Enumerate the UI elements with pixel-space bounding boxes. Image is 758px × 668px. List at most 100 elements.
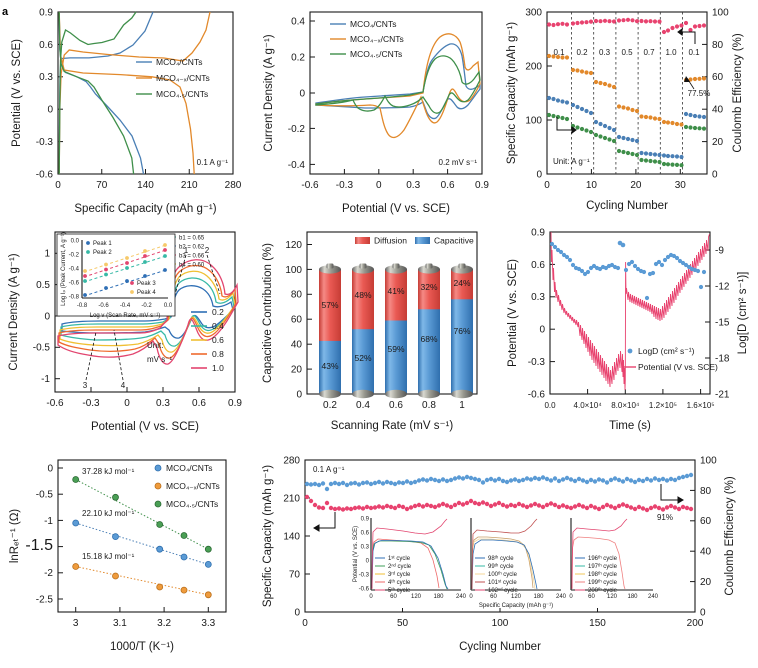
svg-text:-0.2: -0.2: [141, 303, 152, 309]
legend: LogD (cm² s⁻¹) Potential (V vs. SCE): [622, 346, 718, 372]
svg-text:0.6: 0.6: [212, 335, 224, 345]
ytick-label: -0.2: [288, 124, 306, 135]
svg-text:-9: -9: [715, 245, 724, 256]
svg-text:3.3: 3.3: [201, 618, 215, 629]
svg-text:196ᵗʰ cycle: 196ᵗʰ cycle: [588, 555, 618, 562]
svg-text:76%: 76%: [453, 326, 470, 336]
svg-text:100ᵗʰ cycle: 100ᵗʰ cycle: [488, 571, 518, 578]
svg-text:0.0: 0.0: [71, 239, 80, 245]
svg-text:0: 0: [469, 594, 473, 600]
ytick-label: -0.6: [36, 170, 54, 181]
gitt-potential-curve: [550, 231, 710, 391]
x-axis-title: Cycling Number: [586, 200, 668, 212]
inset-x-title: Specific Capacity (mAh g⁻¹): [479, 603, 553, 609]
scan-rate-annotation: 0.2 mV s⁻¹: [439, 158, 478, 167]
y-axis-ticks-left: 0 100 200 300: [525, 7, 552, 180]
svg-text:60: 60: [588, 594, 595, 600]
series-specific-capacity: [304, 494, 694, 513]
inset-y-title: Potential (V vs. SCE): [353, 526, 359, 582]
svg-text:200: 200: [687, 618, 704, 629]
ytick-label: -0.3: [36, 137, 54, 148]
chart-gitt: -0.6 -0.3 0 0.3 0.6 0.9 -21 -18 -15 -12 …: [505, 222, 758, 450]
ytick-label: 0.9: [39, 7, 53, 18]
x-axis-title: Time (s): [609, 420, 651, 432]
svg-text:80: 80: [700, 486, 712, 497]
xtick-label: -0.3: [82, 398, 100, 409]
legend-label-potential: Potential (V vs. SCE): [638, 362, 718, 372]
svg-text:70: 70: [289, 569, 301, 580]
svg-text:80: 80: [291, 290, 303, 301]
x-axis-ticks: 0 70 140 210 280: [55, 169, 242, 191]
svg-text:59%: 59%: [387, 344, 404, 354]
svg-text:102ⁿᵈ cycle: 102ⁿᵈ cycle: [488, 587, 518, 594]
inset-charge-discharge-2: 0 60 120 180 240 98ᵗʰ cycle 99ᵗʰ cycle 1…: [469, 518, 567, 609]
inset-series-peak2: [83, 254, 167, 283]
svg-text:120: 120: [511, 594, 522, 600]
xtick-label: 280: [225, 180, 242, 191]
svg-text:24%: 24%: [453, 278, 470, 288]
x-axis-title: Scanning Rate (mV s⁻¹): [331, 420, 454, 432]
svg-text:2: 2: [205, 246, 210, 255]
xtick-label: 0.9: [228, 398, 242, 409]
x-axis-title: Potential (V vs. SCE): [342, 203, 450, 215]
svg-text:b3 = 0.66: b3 = 0.66: [179, 254, 205, 260]
bar-label-diffusion: 57%: [321, 300, 338, 310]
svg-text:0.6: 0.6: [361, 531, 370, 537]
svg-text:197ᵗʰ cycle: 197ᵗʰ cycle: [588, 563, 618, 570]
svg-text:-2: -2: [44, 568, 53, 579]
xtick-label: 0: [124, 398, 130, 409]
svg-text:120: 120: [411, 594, 422, 600]
chart-cv-scan-rates: -1 -0.5 0 0.5 1 -0.6 -0.3 0 0.3 0.6 0.9: [0, 222, 255, 450]
xtick-label: 10: [586, 180, 598, 191]
svg-text:240: 240: [456, 594, 467, 600]
inset2-x-ticks: 0 60 120 180 240: [469, 594, 566, 600]
curve-mco4x-discharge: [58, 11, 195, 175]
inset-series-peak1: [83, 268, 167, 297]
ytick-label: 0.2: [291, 52, 305, 63]
svg-text:4.0×10⁴: 4.0×10⁴: [574, 401, 603, 410]
ytick-right-label: 0: [712, 169, 718, 180]
y-axis-ticks-right: -21 -18 -15 -12 -9: [705, 245, 730, 400]
inset-charge-discharge-1: 0.9 0.6 0.3 0 -0.3 -0.6 0 60 120 180 240: [353, 517, 467, 601]
x-axis-title: Potential (V vs. SCE): [91, 421, 199, 433]
svg-text:-0.5: -0.5: [36, 490, 54, 501]
bar-label-capacitive: 43%: [321, 361, 338, 371]
bar-group-0.4: 48% 52%: [352, 263, 374, 399]
plot-frame: [549, 231, 711, 395]
svg-text:4: 4: [121, 381, 126, 390]
series-mco45: [546, 112, 707, 168]
svg-text:0: 0: [294, 607, 300, 618]
step-dividers: [570, 12, 684, 174]
x-axis-ticks: 0.0 4.0×10⁴ 8.0×10⁴ 1.2×10⁵ 1.6×10⁵: [544, 389, 715, 410]
y-axis-title: Potential (V vs. SCE): [11, 39, 23, 147]
cv-curves: [57, 259, 239, 365]
svg-text:1ˢᵗ cycle: 1ˢᵗ cycle: [388, 555, 411, 562]
chart-cv-comparison: -0.4 -0.2 0 0.2 0.4 -0.6 -0.3 0 0.3 0.6 …: [255, 0, 505, 222]
svg-text:0.8: 0.8: [212, 349, 224, 359]
svg-text:60: 60: [490, 594, 497, 600]
inset3-x-ticks: 0 60 120 180 240: [569, 594, 658, 600]
y-axis-title: Specific Capacity (mAh g⁻¹): [506, 22, 518, 164]
svg-text:-18: -18: [715, 353, 730, 364]
inset-charge-discharge-3: 0 60 120 180 240 196ᵗʰ cycle 197ᵗʰ cycle…: [569, 518, 659, 600]
curve-mco45-discharge: [58, 11, 135, 175]
ytick-label: 0: [44, 311, 50, 322]
svg-text:140: 140: [283, 531, 300, 542]
bar-group-0.8: 32% 68%: [418, 263, 440, 399]
curve-mco4x-cv: [315, 33, 481, 139]
chart-arrhenius: 0 -0.5 -1 -1.5 -2 -2.5 3 3.1 3.2 3.3 37.…: [0, 450, 255, 668]
svg-text:100: 100: [492, 618, 509, 629]
svg-text:1.6×10⁵: 1.6×10⁵: [687, 401, 715, 410]
svg-text:Peak 4: Peak 4: [137, 290, 156, 296]
svg-text:120: 120: [285, 240, 302, 251]
svg-text:52%: 52%: [354, 353, 371, 363]
xtick-label: 30: [675, 180, 687, 191]
activation-energy-label: 37.28 kJ mol⁻¹: [82, 467, 135, 476]
svg-text:280: 280: [283, 455, 300, 466]
svg-text:4ᵗʰ cycle: 4ᵗʰ cycle: [388, 579, 411, 586]
curve-mco4x-charge: [58, 11, 211, 175]
svg-text:3.2: 3.2: [157, 618, 171, 629]
ytick-label: 0: [299, 88, 305, 99]
svg-text:-1: -1: [44, 516, 53, 527]
svg-text:1.2×10⁵: 1.2×10⁵: [649, 401, 677, 410]
